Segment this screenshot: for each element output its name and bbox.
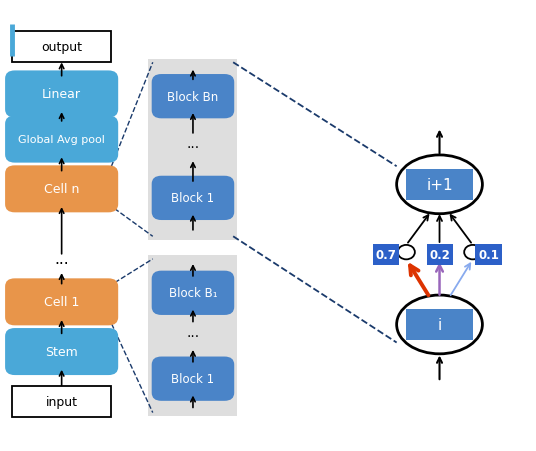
Circle shape xyxy=(398,245,415,260)
FancyBboxPatch shape xyxy=(406,169,473,200)
Text: ···: ··· xyxy=(187,141,199,155)
Text: 0.7: 0.7 xyxy=(376,249,396,261)
Text: Block Bn: Block Bn xyxy=(167,91,219,103)
FancyBboxPatch shape xyxy=(5,279,118,326)
Ellipse shape xyxy=(397,156,482,214)
FancyBboxPatch shape xyxy=(427,244,453,265)
Text: Block 1: Block 1 xyxy=(172,192,214,205)
Text: i+1: i+1 xyxy=(426,177,453,193)
FancyBboxPatch shape xyxy=(152,271,234,315)
Text: Stem: Stem xyxy=(45,345,78,358)
Text: Global Avg pool: Global Avg pool xyxy=(18,135,105,145)
FancyBboxPatch shape xyxy=(5,166,118,213)
Text: Cell n: Cell n xyxy=(44,183,79,196)
FancyBboxPatch shape xyxy=(12,32,111,63)
FancyBboxPatch shape xyxy=(5,116,118,163)
FancyBboxPatch shape xyxy=(5,328,118,375)
Text: input: input xyxy=(46,395,78,408)
Ellipse shape xyxy=(397,295,482,354)
Text: Block 1: Block 1 xyxy=(172,373,214,385)
FancyBboxPatch shape xyxy=(148,60,237,240)
FancyBboxPatch shape xyxy=(152,75,234,119)
FancyBboxPatch shape xyxy=(5,71,118,118)
Circle shape xyxy=(431,245,448,260)
FancyBboxPatch shape xyxy=(152,357,234,401)
Text: 0.1: 0.1 xyxy=(479,249,499,261)
FancyBboxPatch shape xyxy=(475,244,502,265)
Text: ···: ··· xyxy=(187,329,199,343)
FancyBboxPatch shape xyxy=(12,386,111,417)
FancyBboxPatch shape xyxy=(152,176,234,221)
Text: ···: ··· xyxy=(54,256,69,272)
Text: Linear: Linear xyxy=(42,88,81,101)
FancyBboxPatch shape xyxy=(148,256,237,416)
Text: Cell 1: Cell 1 xyxy=(44,296,79,308)
Circle shape xyxy=(464,245,481,260)
Text: 0.2: 0.2 xyxy=(430,249,450,261)
FancyBboxPatch shape xyxy=(373,244,399,265)
Text: Block B₁: Block B₁ xyxy=(169,287,217,299)
Text: output: output xyxy=(41,41,82,54)
FancyBboxPatch shape xyxy=(406,309,473,340)
Text: i: i xyxy=(437,317,442,332)
